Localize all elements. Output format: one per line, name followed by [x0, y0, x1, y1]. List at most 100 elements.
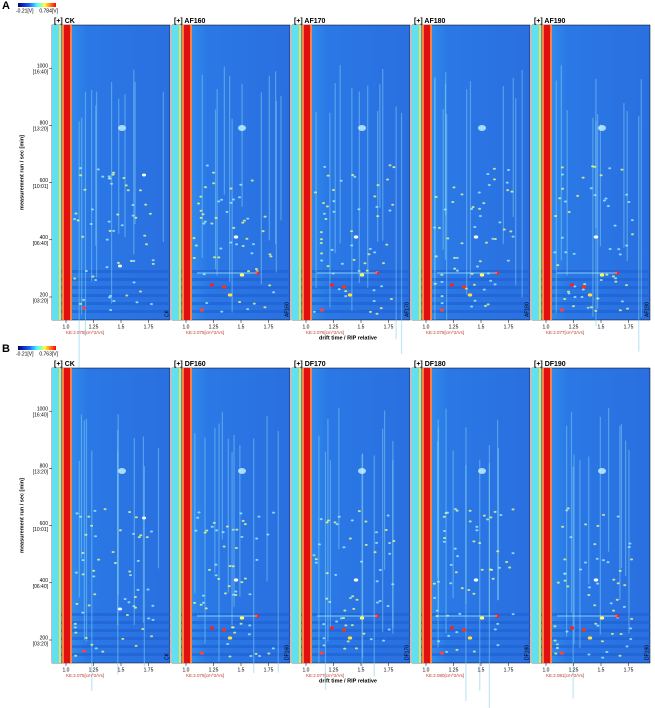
spot — [566, 507, 570, 510]
spot — [556, 581, 560, 584]
spot — [139, 534, 143, 537]
spot — [82, 298, 86, 301]
spot — [375, 312, 379, 315]
spot — [581, 288, 585, 291]
spot — [379, 307, 383, 310]
spot — [511, 235, 515, 238]
spot — [359, 273, 365, 277]
spot — [233, 631, 237, 634]
spot — [511, 508, 515, 511]
x-tick-label: 1.25 — [329, 667, 339, 673]
spot — [571, 305, 575, 308]
spot — [378, 569, 382, 572]
spot — [380, 285, 384, 288]
spot — [388, 164, 392, 167]
spot — [478, 125, 486, 131]
spot — [230, 626, 234, 629]
streak — [241, 83, 243, 207]
spot — [107, 177, 111, 180]
spot — [460, 242, 464, 245]
spot — [593, 578, 599, 582]
spot — [269, 255, 273, 258]
streak — [400, 112, 403, 354]
spot — [254, 267, 258, 270]
colorbar — [18, 346, 56, 350]
spot — [132, 281, 136, 284]
spot — [625, 193, 629, 196]
spot — [601, 559, 605, 562]
spot — [455, 648, 459, 651]
spot — [587, 586, 591, 589]
horizontal-band — [172, 310, 290, 313]
spot — [323, 165, 327, 168]
spot — [109, 294, 113, 297]
spot — [498, 221, 502, 224]
streak — [91, 90, 93, 282]
horizontal-band — [52, 613, 170, 616]
spot — [112, 229, 116, 232]
spot — [553, 251, 557, 254]
spot — [440, 273, 444, 276]
panel-title: [+] AF170 — [294, 18, 326, 25]
spot — [369, 638, 373, 641]
horizontal-band — [292, 621, 410, 624]
spot — [131, 204, 135, 207]
spot — [606, 204, 610, 207]
spot — [360, 560, 364, 563]
streak — [84, 91, 87, 336]
horizontal-band — [292, 613, 410, 616]
spot — [493, 510, 497, 513]
spot — [611, 275, 615, 278]
spot — [351, 595, 355, 598]
spot — [354, 647, 358, 650]
spot — [150, 635, 154, 638]
spot — [263, 215, 267, 218]
spot — [472, 540, 476, 543]
spot — [350, 624, 354, 627]
spot — [73, 622, 77, 625]
streak — [253, 438, 255, 673]
spot — [350, 519, 354, 522]
spot — [489, 279, 493, 282]
spot — [151, 618, 155, 621]
streak — [162, 91, 164, 242]
spot — [593, 543, 597, 546]
spot — [326, 265, 330, 268]
spot — [576, 194, 580, 197]
spot — [473, 299, 477, 302]
spot — [599, 616, 605, 620]
spot — [628, 542, 632, 545]
spot — [348, 596, 352, 599]
streak — [573, 454, 575, 644]
spot — [209, 283, 215, 287]
spot — [314, 561, 318, 564]
spot — [593, 604, 597, 607]
spot — [467, 293, 473, 297]
y-tick-label: 200 — [40, 292, 49, 298]
cyan-strip — [532, 368, 540, 663]
cyan-strip — [292, 368, 300, 663]
panel-side-label: AF170 — [404, 302, 410, 317]
streak — [329, 112, 331, 308]
streak — [157, 447, 160, 569]
spot — [134, 606, 138, 609]
figure-label: B — [2, 343, 10, 355]
streak — [469, 81, 472, 279]
y-tick-label: 600 — [40, 178, 49, 184]
ke-label: KE:2.078[cm^2/Vs] — [426, 330, 464, 335]
spot — [623, 584, 627, 587]
spot — [82, 306, 86, 310]
horizontal-band — [292, 278, 410, 281]
spot — [362, 632, 366, 635]
spot — [630, 233, 634, 236]
horizontal-band — [52, 310, 170, 313]
spot — [229, 241, 233, 244]
spot — [134, 644, 138, 647]
spot — [435, 614, 439, 617]
spot — [94, 278, 98, 281]
spot — [212, 521, 216, 524]
streak — [377, 110, 379, 242]
x-tick-label: 1.0 — [423, 324, 430, 330]
spot — [240, 535, 244, 538]
spot — [442, 540, 446, 543]
